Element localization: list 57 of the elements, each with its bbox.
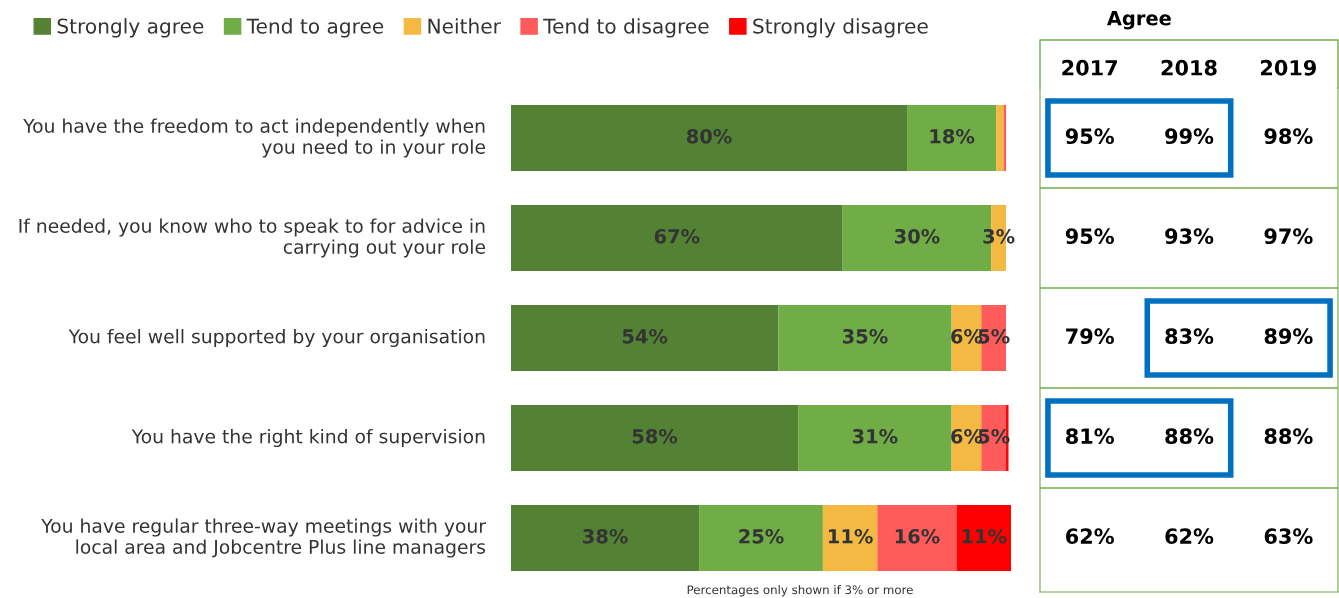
bar	[877, 505, 957, 571]
text: 89%	[1264, 328, 1313, 345]
text: 88%	[1264, 428, 1313, 445]
text: 62%	[1066, 528, 1114, 545]
bar	[511, 405, 799, 471]
data-label: 67%	[654, 228, 700, 244]
data-label: 11%	[962, 528, 1007, 544]
bar	[511, 505, 700, 571]
legend-label: Strongly disagree	[753, 18, 928, 38]
bar	[956, 505, 1011, 571]
bar	[511, 205, 843, 271]
data-label: 58%	[632, 428, 678, 444]
category-label: 2017	[1062, 59, 1117, 76]
y-tick-label: You have the freedom to act independently when you need to in your role	[23, 118, 485, 158]
y-tick-label: You have the right kind of supervision	[131, 428, 485, 448]
data-label: 11%	[829, 528, 873, 544]
y-tick-label: If needed, you know who to speak to for advice in carrying out your role	[19, 218, 485, 258]
text: 97%	[1264, 228, 1313, 245]
data-label: 25%	[739, 528, 784, 544]
bar	[822, 505, 878, 571]
data-label: 80%	[686, 128, 732, 144]
category-label: 2018	[1161, 59, 1217, 76]
legend-label: Tend to agree	[246, 18, 384, 38]
text: 63%	[1264, 528, 1313, 545]
text: 62%	[1165, 528, 1214, 545]
bar	[996, 105, 1004, 171]
data-label: 18%	[930, 128, 975, 144]
text: Agree	[1106, 11, 1171, 30]
y-tick-label: You have regular three-way meetings with your local area and Jobcentre Plus line managers	[41, 518, 487, 558]
text: 81%	[1066, 428, 1114, 445]
bar	[511, 305, 779, 371]
data-label: 16%	[895, 528, 940, 544]
data-label: 3%	[983, 228, 1015, 244]
legend-label: Tend to disagree	[543, 18, 709, 38]
text: 95%	[1065, 228, 1114, 245]
text: 88%	[1165, 428, 1214, 445]
bar	[699, 505, 823, 571]
bar	[798, 405, 952, 471]
y-tick-label: You feel well supported by your organisation	[68, 328, 485, 348]
text: 99%	[1165, 128, 1214, 145]
text: 98%	[1264, 128, 1313, 145]
bar	[907, 105, 997, 171]
data-label: 38%	[583, 528, 628, 544]
category-label: 2019	[1260, 59, 1316, 76]
text: 95%	[1065, 128, 1114, 145]
data-label: 30%	[894, 228, 940, 244]
text: 93%	[1165, 228, 1214, 245]
bar	[778, 305, 952, 371]
legend-label: Strongly agree	[57, 18, 204, 38]
data-label: 54%	[622, 328, 668, 344]
annotation: Percentages only shown if 3% or more	[687, 585, 913, 597]
data-label: 31%	[852, 428, 898, 444]
text: 83%	[1165, 328, 1214, 345]
bar	[511, 105, 908, 171]
text: 79%	[1066, 328, 1114, 345]
data-label: 35%	[842, 328, 888, 344]
legend-label: Neither	[428, 18, 501, 34]
